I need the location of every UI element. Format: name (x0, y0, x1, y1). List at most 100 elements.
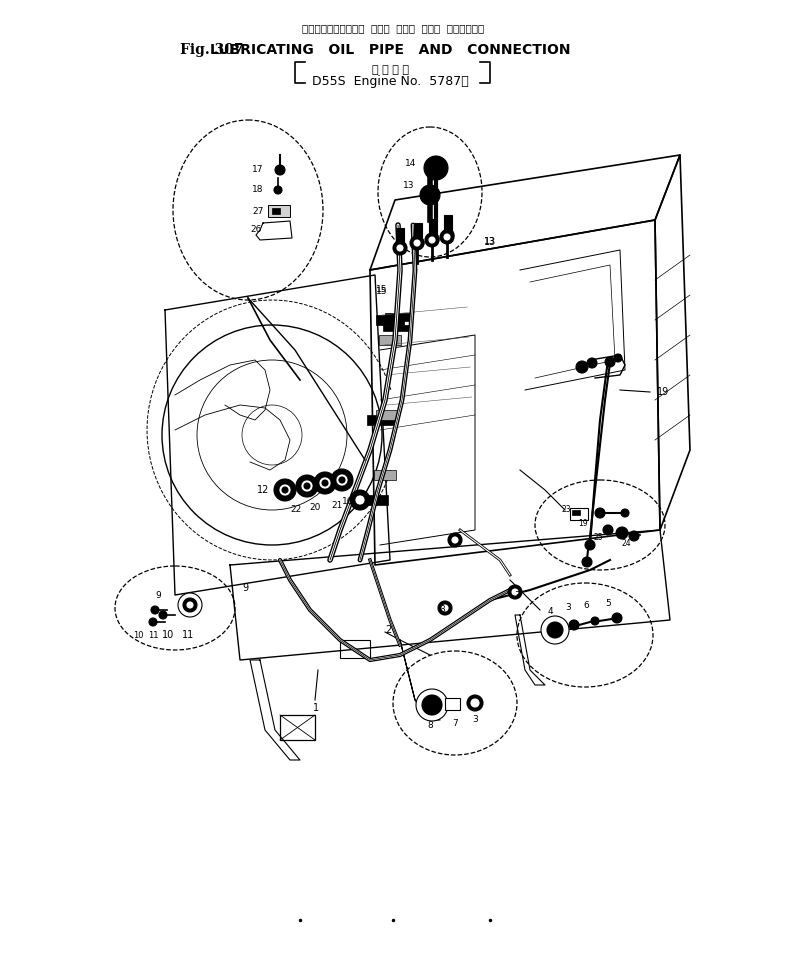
Circle shape (159, 611, 167, 619)
Circle shape (301, 480, 313, 492)
Circle shape (629, 531, 639, 541)
Text: 11: 11 (182, 630, 194, 640)
Text: 3: 3 (472, 715, 478, 725)
Circle shape (416, 689, 448, 721)
Circle shape (279, 484, 291, 496)
Text: 3: 3 (565, 603, 571, 612)
Text: 27: 27 (252, 206, 264, 215)
Text: 10: 10 (133, 631, 143, 639)
Bar (374, 470, 396, 480)
Text: 13: 13 (403, 181, 415, 190)
Circle shape (187, 602, 193, 608)
Bar (268, 205, 290, 217)
Text: LUBRICATING   OIL   PIPE   AND   CONNECTION: LUBRICATING OIL PIPE AND CONNECTION (210, 43, 571, 57)
Circle shape (355, 495, 365, 505)
Text: 23: 23 (562, 506, 571, 515)
Bar (368, 415, 395, 425)
Text: 3: 3 (514, 591, 520, 599)
Circle shape (442, 605, 448, 611)
Circle shape (429, 237, 435, 243)
Circle shape (314, 472, 336, 494)
Bar (429, 219, 437, 239)
Text: 22: 22 (290, 506, 301, 515)
Text: 15: 15 (376, 287, 388, 297)
Bar (572, 510, 580, 515)
Text: 9: 9 (242, 583, 248, 593)
Circle shape (440, 230, 454, 244)
Circle shape (178, 593, 202, 617)
Text: 2: 2 (385, 625, 391, 635)
Circle shape (414, 240, 420, 246)
Text: 26: 26 (250, 226, 261, 234)
Circle shape (467, 695, 483, 711)
Circle shape (605, 357, 615, 367)
Text: ルーブリケーティング  オイル  パイプ  および  コネクション: ルーブリケーティング オイル パイプ および コネクション (302, 23, 484, 33)
Circle shape (424, 156, 448, 180)
Text: 25: 25 (594, 533, 604, 543)
Circle shape (587, 358, 597, 368)
Bar (280, 715, 315, 740)
Bar (340, 640, 370, 658)
Circle shape (547, 622, 563, 638)
Text: 10: 10 (162, 630, 174, 640)
Circle shape (412, 237, 424, 249)
Circle shape (582, 557, 592, 567)
Text: 5: 5 (605, 599, 611, 608)
Text: 12: 12 (257, 485, 269, 495)
Circle shape (425, 233, 439, 247)
Circle shape (274, 186, 282, 194)
Text: 18: 18 (252, 186, 264, 195)
Circle shape (569, 620, 579, 630)
Circle shape (512, 589, 518, 595)
Text: 4: 4 (547, 607, 552, 617)
Bar (376, 315, 405, 325)
Circle shape (149, 618, 157, 626)
Circle shape (427, 233, 439, 245)
Circle shape (420, 185, 440, 205)
Text: Fig. 307: Fig. 307 (180, 43, 243, 57)
Text: 13: 13 (484, 237, 496, 247)
Bar (383, 325, 410, 331)
Text: 21: 21 (331, 500, 342, 510)
Circle shape (471, 699, 479, 707)
Circle shape (410, 236, 424, 250)
Circle shape (275, 165, 285, 175)
Circle shape (336, 474, 348, 486)
Circle shape (612, 613, 622, 623)
Text: 17: 17 (252, 165, 264, 174)
Text: 19: 19 (578, 520, 588, 528)
Bar (570, 508, 588, 520)
Text: 適 用 号 機: 適 用 号 機 (371, 65, 408, 75)
Circle shape (393, 241, 407, 255)
Circle shape (350, 490, 370, 510)
Circle shape (282, 487, 288, 493)
Text: 15: 15 (376, 285, 388, 295)
Circle shape (151, 606, 159, 614)
Circle shape (430, 162, 442, 174)
Circle shape (442, 229, 454, 241)
Bar (379, 335, 401, 345)
Circle shape (448, 533, 462, 547)
Circle shape (274, 479, 296, 501)
Circle shape (322, 480, 328, 486)
Circle shape (394, 242, 406, 254)
Circle shape (616, 527, 628, 539)
Circle shape (585, 540, 595, 550)
Text: 8: 8 (427, 722, 433, 731)
Circle shape (296, 475, 318, 497)
Circle shape (614, 354, 622, 362)
Circle shape (444, 234, 450, 240)
Bar (376, 410, 398, 420)
Text: 3: 3 (439, 605, 445, 615)
Circle shape (452, 537, 458, 543)
Text: 16: 16 (342, 497, 353, 507)
Circle shape (603, 525, 613, 535)
Circle shape (591, 617, 599, 625)
Bar (360, 495, 388, 505)
Text: 9: 9 (155, 591, 161, 599)
Text: 6: 6 (583, 601, 589, 610)
Circle shape (541, 616, 569, 644)
Bar (445, 698, 460, 710)
Circle shape (183, 598, 197, 612)
Circle shape (621, 509, 629, 517)
